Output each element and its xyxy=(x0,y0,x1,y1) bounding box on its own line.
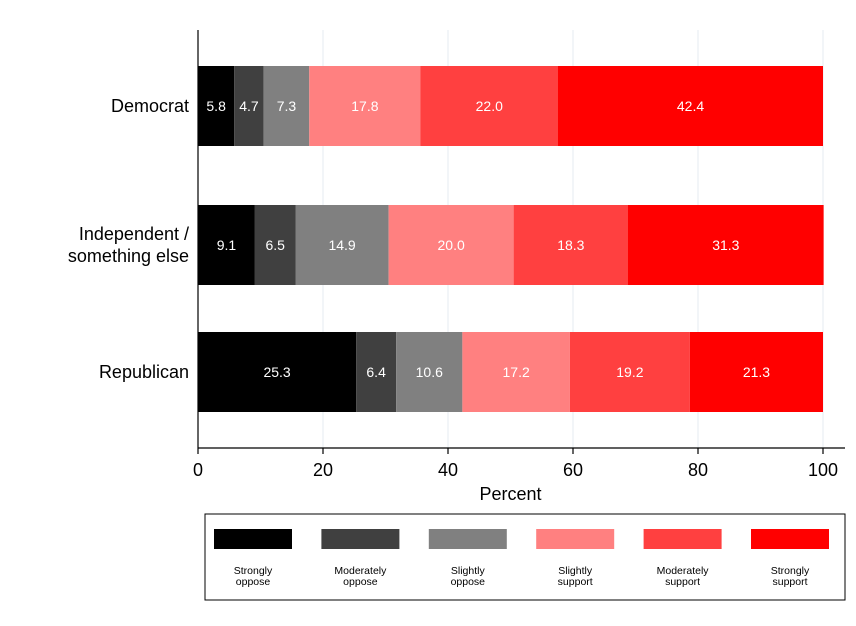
data-label: 22.0 xyxy=(476,98,503,114)
data-label: 14.9 xyxy=(328,237,355,253)
legend-label-line: Strongly xyxy=(771,565,810,577)
bar-segment xyxy=(198,332,357,412)
category-label-line: something else xyxy=(68,246,189,266)
legend-swatch xyxy=(321,529,400,549)
legend-label: Strongly support xyxy=(771,565,810,588)
legend-label-line: Slightly xyxy=(558,565,593,577)
data-label: 31.3 xyxy=(712,237,739,253)
legend-box xyxy=(204,513,846,601)
legend-swatch xyxy=(214,529,292,549)
data-label: 20.0 xyxy=(438,237,465,253)
x-tick-label: 60 xyxy=(563,460,583,480)
bar-segment xyxy=(462,332,570,412)
data-label: 19.2 xyxy=(616,364,643,380)
data-label: 18.3 xyxy=(557,237,584,253)
bar-segment xyxy=(295,205,389,285)
data-label: 10.6 xyxy=(416,364,443,380)
category-label-line: Democrat xyxy=(111,96,189,116)
category-label: Republican xyxy=(99,362,189,382)
legend-label-line: oppose xyxy=(343,576,378,588)
category-label: Independent / something else xyxy=(68,224,189,266)
bar-segment xyxy=(689,332,823,412)
x-tick-label: 80 xyxy=(688,460,708,480)
bar-segment xyxy=(558,66,823,146)
legend-label-line: support xyxy=(558,576,593,588)
legend-label: Moderately oppose xyxy=(334,565,387,588)
data-label: 5.8 xyxy=(206,98,226,114)
data-label: 9.1 xyxy=(217,237,237,253)
legend-label-line: oppose xyxy=(236,576,271,588)
category-label-line: Independent / xyxy=(79,224,189,244)
axes: Democrat Independent / something else Repub… xyxy=(68,30,845,504)
data-label: 25.3 xyxy=(263,364,290,380)
bar-segment xyxy=(388,205,514,285)
bar-segment xyxy=(396,332,463,412)
legend-label-line: support xyxy=(665,576,700,588)
bar-segment xyxy=(198,205,255,285)
bar-segment xyxy=(263,66,310,146)
x-axis-title: Percent xyxy=(479,484,541,504)
legend-label: Strongly oppose xyxy=(234,565,273,588)
legend-label: Slightly support xyxy=(558,565,593,588)
x-tick-label: 40 xyxy=(438,460,458,480)
legend-label: Moderately support xyxy=(657,565,710,588)
bar-segment xyxy=(513,205,628,285)
legend-label-line: Moderately xyxy=(657,565,710,577)
legend-label-line: support xyxy=(772,576,807,588)
bar-segment xyxy=(198,66,235,146)
x-tick-label: 0 xyxy=(193,460,203,480)
data-label: 17.8 xyxy=(351,98,378,114)
bar-segment xyxy=(309,66,421,146)
legend-swatch xyxy=(536,529,615,549)
bar-segment xyxy=(628,205,824,285)
legend-label: Slightly oppose xyxy=(451,565,486,588)
legend-label-line: Moderately xyxy=(334,565,387,577)
bar-segment xyxy=(420,66,558,146)
bar-segment xyxy=(569,332,690,412)
bar-segment xyxy=(356,332,397,412)
legend-swatch xyxy=(428,529,507,549)
category-label: Democrat xyxy=(111,96,189,116)
data-label: 42.4 xyxy=(677,98,704,114)
bars: 5.8 4.7 7.3 17.8 22.0 42.4 9.1 6.5 14.9 20.0 18.3 3… xyxy=(198,66,824,412)
legend-label-line: Slightly xyxy=(451,565,486,577)
bar-segment xyxy=(234,66,264,146)
x-tick-label: 100 xyxy=(808,460,838,480)
data-label: 7.3 xyxy=(277,98,297,114)
data-label: 6.4 xyxy=(366,364,386,380)
legend-label-line: oppose xyxy=(451,576,486,588)
data-label: 17.2 xyxy=(503,364,530,380)
bar-segment xyxy=(254,205,296,285)
data-label: 21.3 xyxy=(743,364,770,380)
x-tick-label: 20 xyxy=(313,460,333,480)
legend-swatch xyxy=(751,529,829,549)
legend-swatch xyxy=(643,529,722,549)
category-label-line: Republican xyxy=(99,362,189,382)
data-label: 6.5 xyxy=(265,237,285,253)
data-label: 4.7 xyxy=(239,98,259,114)
legend-label-line: Strongly xyxy=(234,565,273,577)
